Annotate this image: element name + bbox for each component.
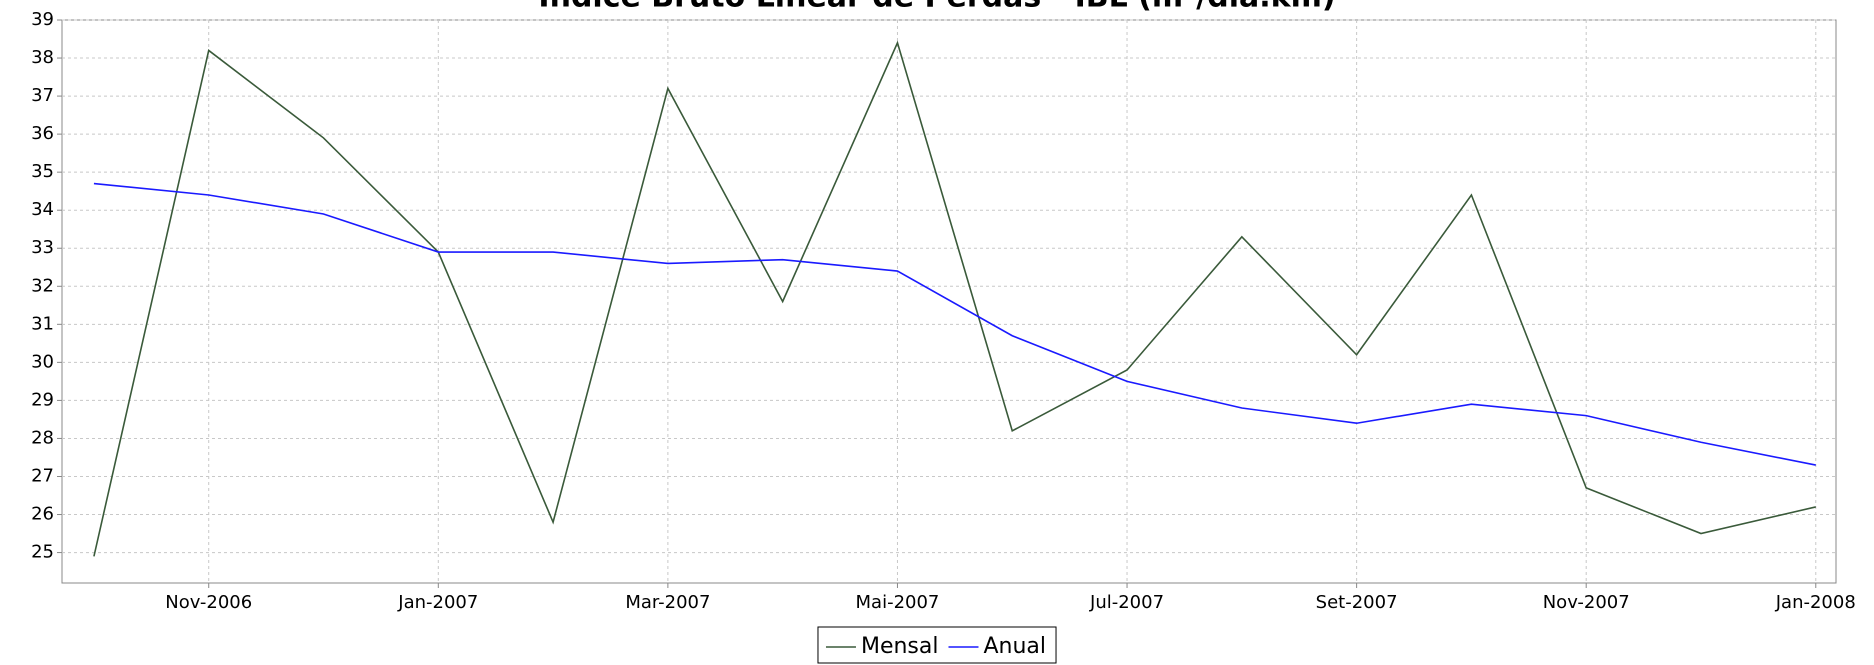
x-tick-label: Jan-2008 (1775, 592, 1856, 613)
legend-box (817, 626, 1057, 664)
x-tick-label: Nov-2006 (165, 592, 252, 613)
x-tick-label: Mai-2007 (856, 592, 940, 613)
chart-title: Índice Bruto Linear de Perdas - IBL (m³/… (538, 0, 1335, 15)
y-tick-label: 33 (31, 237, 54, 258)
y-tick-label: 29 (31, 389, 54, 410)
x-tick-label: Jul-2007 (1089, 592, 1164, 613)
plot-area (61, 19, 1837, 584)
x-tick-label: Jan-2007 (397, 592, 478, 613)
y-tick-label: 31 (31, 313, 54, 334)
y-tick-label: 25 (31, 542, 54, 563)
x-tick-label: Mar-2007 (625, 592, 710, 613)
x-tick-label: Nov-2007 (1543, 592, 1630, 613)
legend-label: Anual (983, 634, 1046, 659)
x-tick-label: Set-2007 (1316, 592, 1398, 613)
series-line (93, 182, 1816, 466)
y-tick-label: 34 (31, 199, 54, 220)
y-tick-label: 35 (31, 161, 54, 182)
y-tick-label: 38 (31, 47, 54, 68)
y-tick-label: 27 (31, 465, 54, 486)
legend-label: Mensal (861, 634, 939, 659)
y-tick-label: 37 (31, 85, 54, 106)
y-tick-label: 32 (31, 275, 54, 296)
y-tick-label: 26 (31, 504, 54, 525)
y-tick-label: 30 (31, 351, 54, 372)
y-tick-label: 28 (31, 427, 54, 448)
legend: Mensal Anual (817, 626, 1057, 664)
y-tick-label: 36 (31, 123, 54, 144)
series-line (93, 40, 1816, 557)
y-tick-label: 39 (31, 9, 54, 30)
